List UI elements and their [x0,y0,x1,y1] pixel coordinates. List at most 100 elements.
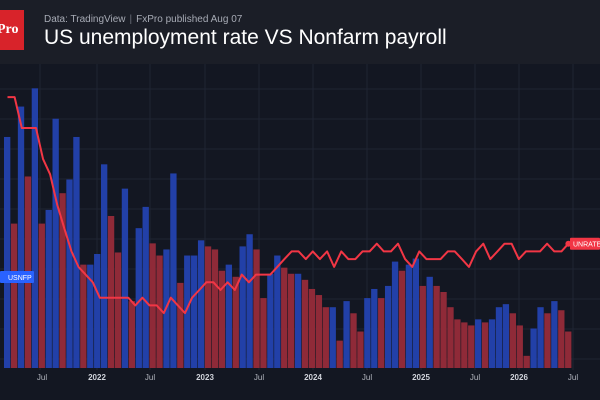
x-tick-label-3: 2023 [196,373,214,382]
usnfp-badge [0,271,34,283]
bar-65 [454,319,461,368]
x-tick-label-1: 2022 [88,373,106,382]
unrate-last-point [565,240,572,247]
bar-42 [294,273,302,368]
publisher-note: FxPro published Aug 07 [136,14,243,25]
x-tick-label-8: Jul [470,373,480,382]
bar-10 [73,136,80,368]
unrate-badge-label: UNRATE [573,242,600,249]
x-tick-label-10: Jul [568,373,578,382]
bar-16 [114,252,122,368]
bar-2 [17,106,25,368]
bar-20 [142,206,149,368]
bar-40 [281,267,288,368]
bar-41 [288,273,295,368]
bar-45 [315,295,323,368]
bar-44 [308,288,316,368]
bar-24 [170,173,177,368]
bar-43 [301,279,309,368]
bar-69 [481,322,489,368]
bar-77 [537,307,544,368]
bar-68 [475,319,482,368]
chart-title: US unemployment rate VS Nonfarm payroll [44,26,447,49]
bar-32 [225,264,232,368]
bar-60 [419,285,426,368]
bar-8 [59,193,66,368]
x-tick-label-9: 2026 [510,373,528,382]
bar-53 [371,288,378,368]
fxpro-logo: Pro [0,10,24,50]
x-tick-label-0: Jul [37,373,47,382]
bar-37 [260,298,267,368]
usnfp-badge-label: USNFP [8,275,32,282]
bar-57 [398,270,406,368]
bar-61 [426,276,433,368]
bar-5 [38,223,45,368]
bar-26 [184,255,191,368]
bar-28 [197,240,205,368]
bar-71 [495,307,503,368]
bar-78 [544,313,551,368]
bar-54 [378,298,385,368]
bar-4 [31,88,39,368]
source-line: Data: TradingView | FxPro published Aug 07 [44,14,242,25]
unrate-line [7,96,570,315]
bar-13 [94,254,101,368]
bar-62 [433,285,440,368]
x-axis: Jul 2022 Jul 2023 Jul 2024 Jul 2025 Jul 2026 Jul [37,373,578,382]
bar-22 [156,255,163,368]
x-tick-label-7: 2025 [412,373,430,382]
bar-6 [45,209,52,368]
unrate-badge [570,237,600,250]
bar-67 [468,325,475,368]
chart-area: Jul 2022 Jul 2023 Jul 2024 Jul 2025 Jul 2026 Jul U… [0,64,600,400]
bar-75 [523,355,530,368]
bar-38 [267,273,274,368]
bar-63 [440,292,447,368]
bar-31 [218,270,226,368]
bar-66 [461,322,468,368]
axis-badges: USNFP UNRATE [0,237,600,283]
bar-11 [80,264,87,368]
bar-9 [66,179,73,368]
bar-72 [502,304,510,368]
bar-18 [128,301,136,368]
bar-39 [274,255,281,368]
bar-27 [191,255,198,368]
bar-35 [246,234,253,368]
bar-15 [107,216,115,368]
bar-7 [52,118,59,368]
bar-56 [391,261,399,368]
bar-79 [551,301,558,368]
bar-0 [4,136,11,368]
chart-svg: Jul 2022 Jul 2023 Jul 2024 Jul 2025 Jul 2026 Jul U… [0,64,600,382]
bar-30 [211,249,219,368]
bar-80 [558,310,565,368]
bar-25 [177,282,184,368]
bar-76 [530,328,537,368]
bar-34 [239,246,246,368]
bar-33 [232,276,239,368]
x-tick-label-6: Jul [362,373,372,382]
bar-48 [336,340,343,368]
bar-29 [204,246,212,368]
line-series [7,96,572,315]
bar-17 [121,188,129,368]
bar-51 [357,331,364,368]
bar-14 [100,164,108,368]
data-source: Data: TradingView [44,14,126,25]
bar-81 [565,331,572,368]
bar-58 [405,264,413,368]
x-tick-label-4: Jul [254,373,264,382]
x-tick-label-5: 2024 [304,373,322,382]
bar-49 [343,301,350,368]
bar-73 [509,313,516,368]
bar-50 [350,313,357,368]
bar-46 [322,307,329,368]
separator: | [129,14,133,25]
bar-52 [364,298,371,368]
bar-47 [329,307,336,368]
bar-series [4,88,572,368]
bar-12 [87,264,94,368]
bar-70 [488,319,496,368]
